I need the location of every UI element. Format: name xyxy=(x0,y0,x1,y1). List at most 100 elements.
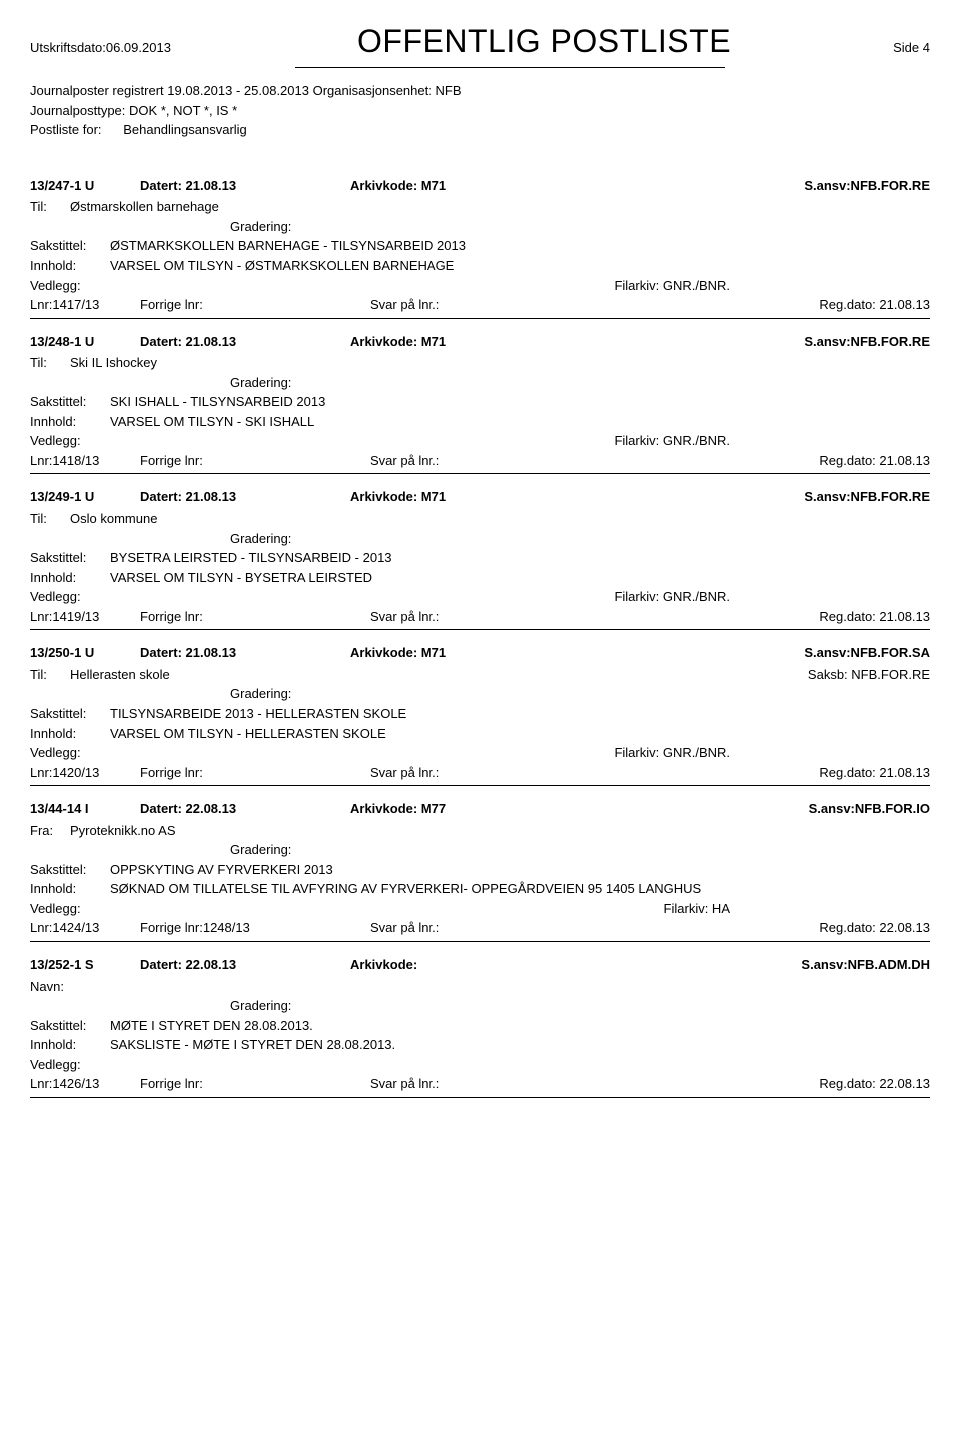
lnr: Lnr:1418/13 xyxy=(30,452,140,470)
lnr: Lnr:1419/13 xyxy=(30,608,140,626)
svar-lnr: Svar på lnr.: xyxy=(370,452,819,470)
journal-entry: 13/248-1 UDatert: 21.08.13Arkivkode: M71… xyxy=(30,319,930,475)
reg-dato: Reg.dato: 21.08.13 xyxy=(819,764,930,782)
page-header: Utskriftsdato: 06.09.2013 OFFENTLIG POST… xyxy=(30,20,930,63)
innhold-label: Innhold: xyxy=(30,880,110,898)
forrige-lnr: Forrige lnr: xyxy=(140,452,370,470)
reg-dato: Reg.dato: 21.08.13 xyxy=(819,296,930,314)
svar-lnr: Svar på lnr.: xyxy=(370,608,819,626)
sakstittel-label: Sakstittel: xyxy=(30,1017,110,1035)
dated: Datert: 22.08.13 xyxy=(140,956,350,974)
sansv: S.ansv:NFB.FOR.RE xyxy=(804,488,930,506)
reg-dato: Reg.dato: 22.08.13 xyxy=(819,1075,930,1093)
journal-entry: 13/249-1 UDatert: 21.08.13Arkivkode: M71… xyxy=(30,474,930,630)
arkivkode: Arkivkode: M71 xyxy=(350,177,804,195)
reg-dato: Reg.dato: 21.08.13 xyxy=(819,608,930,626)
dated: Datert: 21.08.13 xyxy=(140,488,350,506)
sakstittel-label: Sakstittel: xyxy=(30,549,110,567)
vedlegg-label: Vedlegg: xyxy=(30,1056,110,1074)
innhold-value: VARSEL OM TILSYN - HELLERASTEN SKOLE xyxy=(110,725,930,743)
page-number: Side 4 xyxy=(893,39,930,57)
sansv: S.ansv:NFB.FOR.IO xyxy=(809,800,930,818)
party-value: Østmarskollen barnehage xyxy=(70,198,930,216)
sakstittel-value: ØSTMARKSKOLLEN BARNEHAGE - TILSYNSARBEID… xyxy=(110,237,930,255)
gradering-label: Gradering: xyxy=(230,218,291,236)
innhold-value: VARSEL OM TILSYN - ØSTMARKSKOLLEN BARNEH… xyxy=(110,257,930,275)
forrige-lnr: Forrige lnr: xyxy=(140,764,370,782)
meta-journalposter-label: Journalposter registrert xyxy=(30,83,164,98)
forrige-lnr: Forrige lnr: xyxy=(140,1075,370,1093)
entries-list: 13/247-1 UDatert: 21.08.13Arkivkode: M71… xyxy=(30,163,930,1098)
party-label: Til: xyxy=(30,510,70,528)
meta-postliste-label: Postliste for: xyxy=(30,122,102,137)
meta-posttype-label: Journalposttype: xyxy=(30,103,125,118)
print-date-label: Utskriftsdato: xyxy=(30,39,106,57)
filarkiv: Filarkiv: HA xyxy=(664,900,730,918)
gradering-label: Gradering: xyxy=(230,530,291,548)
svar-lnr: Svar på lnr.: xyxy=(370,764,819,782)
vedlegg-label: Vedlegg: xyxy=(30,900,110,918)
sakstittel-value: OPPSKYTING AV FYRVERKERI 2013 xyxy=(110,861,930,879)
party-label: Til: xyxy=(30,354,70,372)
forrige-lnr: Forrige lnr: xyxy=(140,296,370,314)
filarkiv: Filarkiv: GNR./BNR. xyxy=(614,277,730,295)
dated: Datert: 21.08.13 xyxy=(140,333,350,351)
arkivkode: Arkivkode: M71 xyxy=(350,644,804,662)
arkivkode: Arkivkode: M77 xyxy=(350,800,809,818)
saksb: Saksb: NFB.FOR.RE xyxy=(808,666,930,684)
journal-entry: 13/247-1 UDatert: 21.08.13Arkivkode: M71… xyxy=(30,163,930,319)
case-number: 13/250-1 U xyxy=(30,644,140,662)
meta-org-value: NFB xyxy=(435,83,461,98)
innhold-value: SØKNAD OM TILLATELSE TIL AVFYRING AV FYR… xyxy=(110,880,930,898)
innhold-value: SAKSLISTE - MØTE I STYRET DEN 28.08.2013… xyxy=(110,1036,930,1054)
sakstittel-value: MØTE I STYRET DEN 28.08.2013. xyxy=(110,1017,930,1035)
case-number: 13/252-1 S xyxy=(30,956,140,974)
sakstittel-label: Sakstittel: xyxy=(30,705,110,723)
innhold-label: Innhold: xyxy=(30,725,110,743)
reg-dato: Reg.dato: 22.08.13 xyxy=(819,919,930,937)
gradering-label: Gradering: xyxy=(230,685,291,703)
innhold-label: Innhold: xyxy=(30,413,110,431)
svar-lnr: Svar på lnr.: xyxy=(370,919,819,937)
case-number: 13/44-14 I xyxy=(30,800,140,818)
svar-lnr: Svar på lnr.: xyxy=(370,1075,819,1093)
dated: Datert: 21.08.13 xyxy=(140,644,350,662)
page-title: OFFENTLIG POSTLISTE xyxy=(195,20,893,63)
innhold-value: VARSEL OM TILSYN - SKI ISHALL xyxy=(110,413,930,431)
vedlegg-label: Vedlegg: xyxy=(30,277,110,295)
dated: Datert: 21.08.13 xyxy=(140,177,350,195)
sansv: S.ansv:NFB.FOR.RE xyxy=(804,333,930,351)
party-value: Ski IL Ishockey xyxy=(70,354,930,372)
sakstittel-label: Sakstittel: xyxy=(30,237,110,255)
lnr: Lnr:1420/13 xyxy=(30,764,140,782)
party-label: Fra: xyxy=(30,822,70,840)
journal-entry: 13/250-1 UDatert: 21.08.13Arkivkode: M71… xyxy=(30,630,930,786)
filarkiv: Filarkiv: GNR./BNR. xyxy=(614,744,730,762)
case-number: 13/247-1 U xyxy=(30,177,140,195)
arkivkode: Arkivkode: M71 xyxy=(350,488,804,506)
party-label: Til: xyxy=(30,198,70,216)
innhold-label: Innhold: xyxy=(30,1036,110,1054)
party-label: Til: xyxy=(30,666,70,684)
party-value: Pyroteknikk.no AS xyxy=(70,822,930,840)
party-value xyxy=(70,978,930,996)
dated: Datert: 22.08.13 xyxy=(140,800,350,818)
sakstittel-value: TILSYNSARBEIDE 2013 - HELLERASTEN SKOLE xyxy=(110,705,930,723)
case-number: 13/248-1 U xyxy=(30,333,140,351)
vedlegg-label: Vedlegg: xyxy=(30,744,110,762)
lnr: Lnr:1424/13 xyxy=(30,919,140,937)
print-date-value: 06.09.2013 xyxy=(106,39,171,57)
vedlegg-label: Vedlegg: xyxy=(30,588,110,606)
sansv: S.ansv:NFB.FOR.SA xyxy=(804,644,930,662)
journal-entry: 13/252-1 SDatert: 22.08.13Arkivkode:S.an… xyxy=(30,942,930,1098)
case-number: 13/249-1 U xyxy=(30,488,140,506)
party-label: Navn: xyxy=(30,978,70,996)
innhold-value: VARSEL OM TILSYN - BYSETRA LEIRSTED xyxy=(110,569,930,587)
party-value: Hellerasten skole xyxy=(70,666,808,684)
gradering-label: Gradering: xyxy=(230,841,291,859)
svar-lnr: Svar på lnr.: xyxy=(370,296,819,314)
sansv: S.ansv:NFB.ADM.DH xyxy=(801,956,930,974)
sakstittel-value: BYSETRA LEIRSTED - TILSYNSARBEID - 2013 xyxy=(110,549,930,567)
title-underline xyxy=(295,67,725,68)
lnr: Lnr:1417/13 xyxy=(30,296,140,314)
